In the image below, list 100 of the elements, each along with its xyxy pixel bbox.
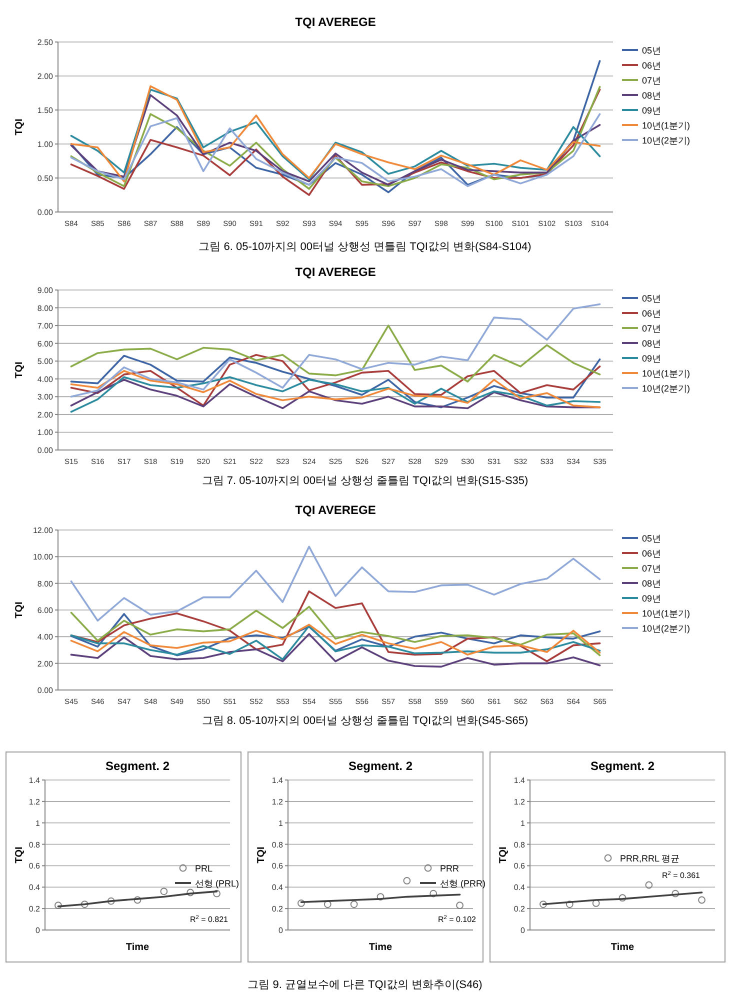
y-tick-label: 9.00 [37,286,54,295]
point [54,902,62,910]
legend-label: 07년 [642,76,662,86]
y-tick-label: 0.6 [272,862,284,871]
legend-label: 05년 [642,46,662,56]
y-tick-label: 1 [278,818,284,828]
chart-title: Segment. 2 [105,759,170,773]
point [618,894,626,902]
y-tick-label: 0.4 [28,883,41,892]
y-tick-label: 0.4 [514,883,526,892]
point [298,900,305,907]
point [672,890,680,898]
y-tick-label: 0.2 [28,904,41,914]
y-tick-label: 0.8 [272,840,284,850]
x-axis-title: Time [126,942,150,953]
point [160,888,168,896]
y-tick-label: 2.00 [37,410,54,420]
y-axis-title: TQI [498,846,509,864]
y-tick-label: 5.00 [37,357,54,366]
point [213,890,220,898]
y-tick-label: 1 [520,818,526,828]
line-series [70,546,601,622]
legend-label: 선형 (PRL) [195,878,240,888]
legend-label: 08년 [642,338,662,348]
legend-label: 10년(2분기) [642,624,690,634]
y-tick-label: 3.00 [37,392,54,402]
y-tick-label: 2.00 [37,659,54,668]
legend-label: 07년 [642,564,662,574]
legend-label: 10년(2분기) [642,136,690,146]
legend-label: 05년 [642,294,662,304]
point [186,888,194,896]
legend-label: 10년(1분기) [642,120,690,130]
annotation: R$^{2}$ = 0.102 [438,915,477,924]
y-tick-label: 1.4 [28,776,41,785]
y-tick-label: 0 [36,926,41,935]
point [324,900,332,908]
y-tick-label: 1.4 [514,776,526,785]
point [107,897,115,905]
caption: 그림 9. 균열보수에 다른 TQI값의 변화추이(S46) [248,979,482,991]
legend-label: PRR [440,864,460,874]
legend-label: 08년 [642,578,662,588]
y-axis-title: TQI [14,601,25,618]
point [592,900,600,907]
y-axis-title: TQI [14,846,25,864]
legend-label: 선형 (PRR) [440,878,486,888]
y-tick-label: 2.00 [37,72,54,81]
point [540,900,547,908]
y-tick-label: 0.2 [272,904,284,914]
point [80,900,88,908]
y-tick-label: 0 [278,926,284,935]
chart-title: Segment. 2 [590,759,655,773]
line-series [70,324,601,382]
y-tick-label: 6.00 [37,606,54,615]
legend-label: 10년(1분기) [642,608,690,618]
chart-title: Segment. 2 [348,759,413,773]
point [456,902,464,910]
point [566,900,574,908]
x-axis-title: Time [610,942,635,953]
y-tick-label: 7.00 [37,322,54,331]
legend-label: PRL [195,864,213,874]
line-series [70,370,601,408]
x-axis-title: Time [368,942,393,953]
y-tick-label: 1.00 [37,140,54,149]
point [376,893,384,900]
y-tick-label: 1.2 [28,797,41,806]
y-tick-label: 1.2 [272,797,284,806]
point [430,890,438,898]
legend-label: 06년 [642,60,662,70]
y-tick-label: 4.00 [37,374,54,384]
point [134,896,142,904]
legend-label: 05년 [642,534,662,544]
y-tick-label: 10.00 [32,552,54,562]
caption: 그림 8. 05-10까지의 00터널 상행성 줄틀림 TQI값의 변화(S45-S65) [202,715,528,727]
y-tick-label: 2.50 [37,38,54,47]
y-tick-label: 6.00 [37,339,54,348]
y-tick-label: 0.4 [272,883,284,892]
y-tick-label: 0.2 [514,904,526,914]
y-tick-label: 12.00 [32,526,54,535]
y-tick-label: 0.50 [37,174,54,183]
line-series [70,303,601,398]
legend-label: 07년 [642,324,662,334]
y-tick-label: 0.6 [514,862,526,871]
y-tick-label: 1.2 [514,797,526,806]
legend-label: 06년 [642,548,662,558]
caption: 그림 7. 05-10까지의 00터널 상행성 줄틀림 TQI값의 변화(S15-S35) [202,475,528,487]
legend-label: 10년(2분기) [642,384,690,394]
line-series [70,113,601,188]
y-tick-label: 0.8 [514,840,526,850]
annotation: R$^{2}$ = 0.361 [662,871,701,880]
y-tick-label: 0.00 [37,208,54,217]
y-tick-label: 8.00 [37,579,54,588]
y-tick-label: 1.00 [37,428,54,438]
legend-label: PRR,RRL 평균 [620,854,680,864]
y-tick-label: 4.00 [37,632,54,642]
y-tick-label: 1.4 [272,776,284,785]
y-axis-title: TQI [14,361,25,378]
legend-label: 09년 [642,354,662,364]
legend-label: 10년(1분기) [642,368,690,378]
line-series [70,633,601,668]
y-tick-label: 1.50 [37,106,54,115]
